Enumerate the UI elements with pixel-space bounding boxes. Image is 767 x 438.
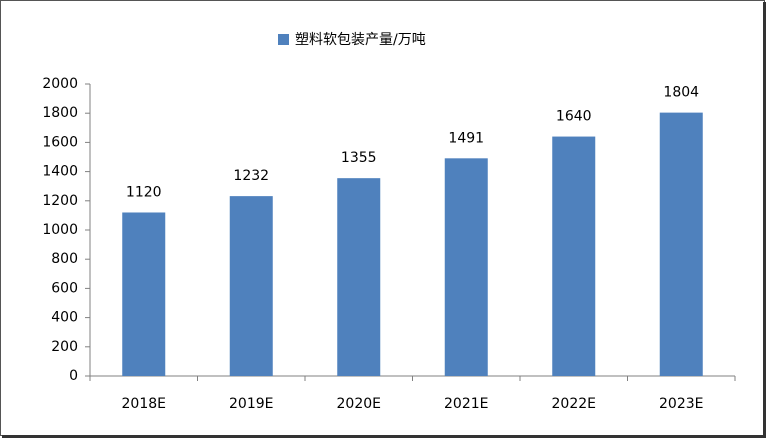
y-tick-label: 1400 xyxy=(42,164,78,180)
bar xyxy=(337,178,381,376)
bar xyxy=(659,112,703,376)
x-tick-label: 2023E xyxy=(659,396,703,412)
data-label: 1232 xyxy=(233,168,269,184)
y-tick-label: 0 xyxy=(69,368,78,384)
y-tick-label: 1200 xyxy=(42,193,78,209)
data-label: 1804 xyxy=(663,85,699,101)
y-tick-label: 1000 xyxy=(42,222,78,238)
bar xyxy=(122,212,166,376)
x-tick-label: 2019E xyxy=(229,396,273,412)
x-tick-label: 2021E xyxy=(444,396,488,412)
y-tick-label: 2000 xyxy=(42,76,78,92)
legend-label: 塑料软包装产量/万吨 xyxy=(295,32,426,48)
x-tick-label: 2022E xyxy=(552,396,596,412)
bar xyxy=(552,136,596,376)
data-label: 1120 xyxy=(126,184,162,200)
x-tick-label: 2020E xyxy=(337,396,381,412)
data-label: 1491 xyxy=(448,130,484,146)
data-label: 1355 xyxy=(341,150,377,166)
bar xyxy=(444,158,488,376)
y-tick-label: 1600 xyxy=(42,134,78,150)
data-label: 1640 xyxy=(556,109,592,125)
legend-swatch xyxy=(278,34,289,45)
y-tick-label: 1800 xyxy=(42,105,78,121)
x-tick-label: 2018E xyxy=(122,396,166,412)
bar xyxy=(229,196,273,376)
y-tick-label: 800 xyxy=(51,251,78,267)
y-tick-label: 400 xyxy=(51,310,78,326)
y-tick-label: 200 xyxy=(51,339,78,355)
y-tick-label: 600 xyxy=(51,280,78,296)
